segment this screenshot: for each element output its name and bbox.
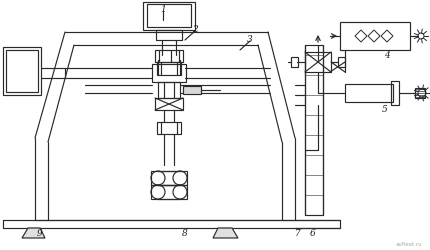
Bar (143, 3, 195, 31)
Bar (152, 65, 186, 83)
Bar (147, 5, 191, 28)
Bar (415, 89, 425, 99)
Bar (151, 171, 187, 185)
Text: 8: 8 (182, 228, 188, 237)
Text: 1: 1 (160, 4, 166, 14)
Text: 3: 3 (247, 34, 253, 43)
Bar (3, 48, 41, 96)
Bar (157, 63, 181, 76)
Bar (345, 85, 393, 102)
Bar (6, 51, 38, 93)
Bar (183, 87, 201, 94)
Bar (156, 31, 182, 41)
Text: avfleet.ru: avfleet.ru (395, 241, 422, 246)
Bar (155, 98, 183, 110)
Bar (340, 23, 410, 51)
Text: 5: 5 (382, 104, 388, 113)
Text: 7: 7 (295, 228, 301, 237)
Bar (158, 83, 180, 98)
Polygon shape (22, 228, 45, 238)
Bar (157, 122, 181, 134)
Bar (305, 53, 331, 73)
Bar (151, 185, 187, 199)
Bar (305, 46, 323, 215)
Text: 2: 2 (192, 24, 198, 33)
Text: 6: 6 (310, 228, 316, 237)
Bar (291, 58, 298, 68)
Text: 4: 4 (384, 50, 390, 59)
Text: 9: 9 (37, 228, 43, 237)
Bar (155, 51, 183, 63)
Bar (391, 82, 399, 106)
Bar (338, 58, 345, 68)
Polygon shape (213, 228, 238, 238)
